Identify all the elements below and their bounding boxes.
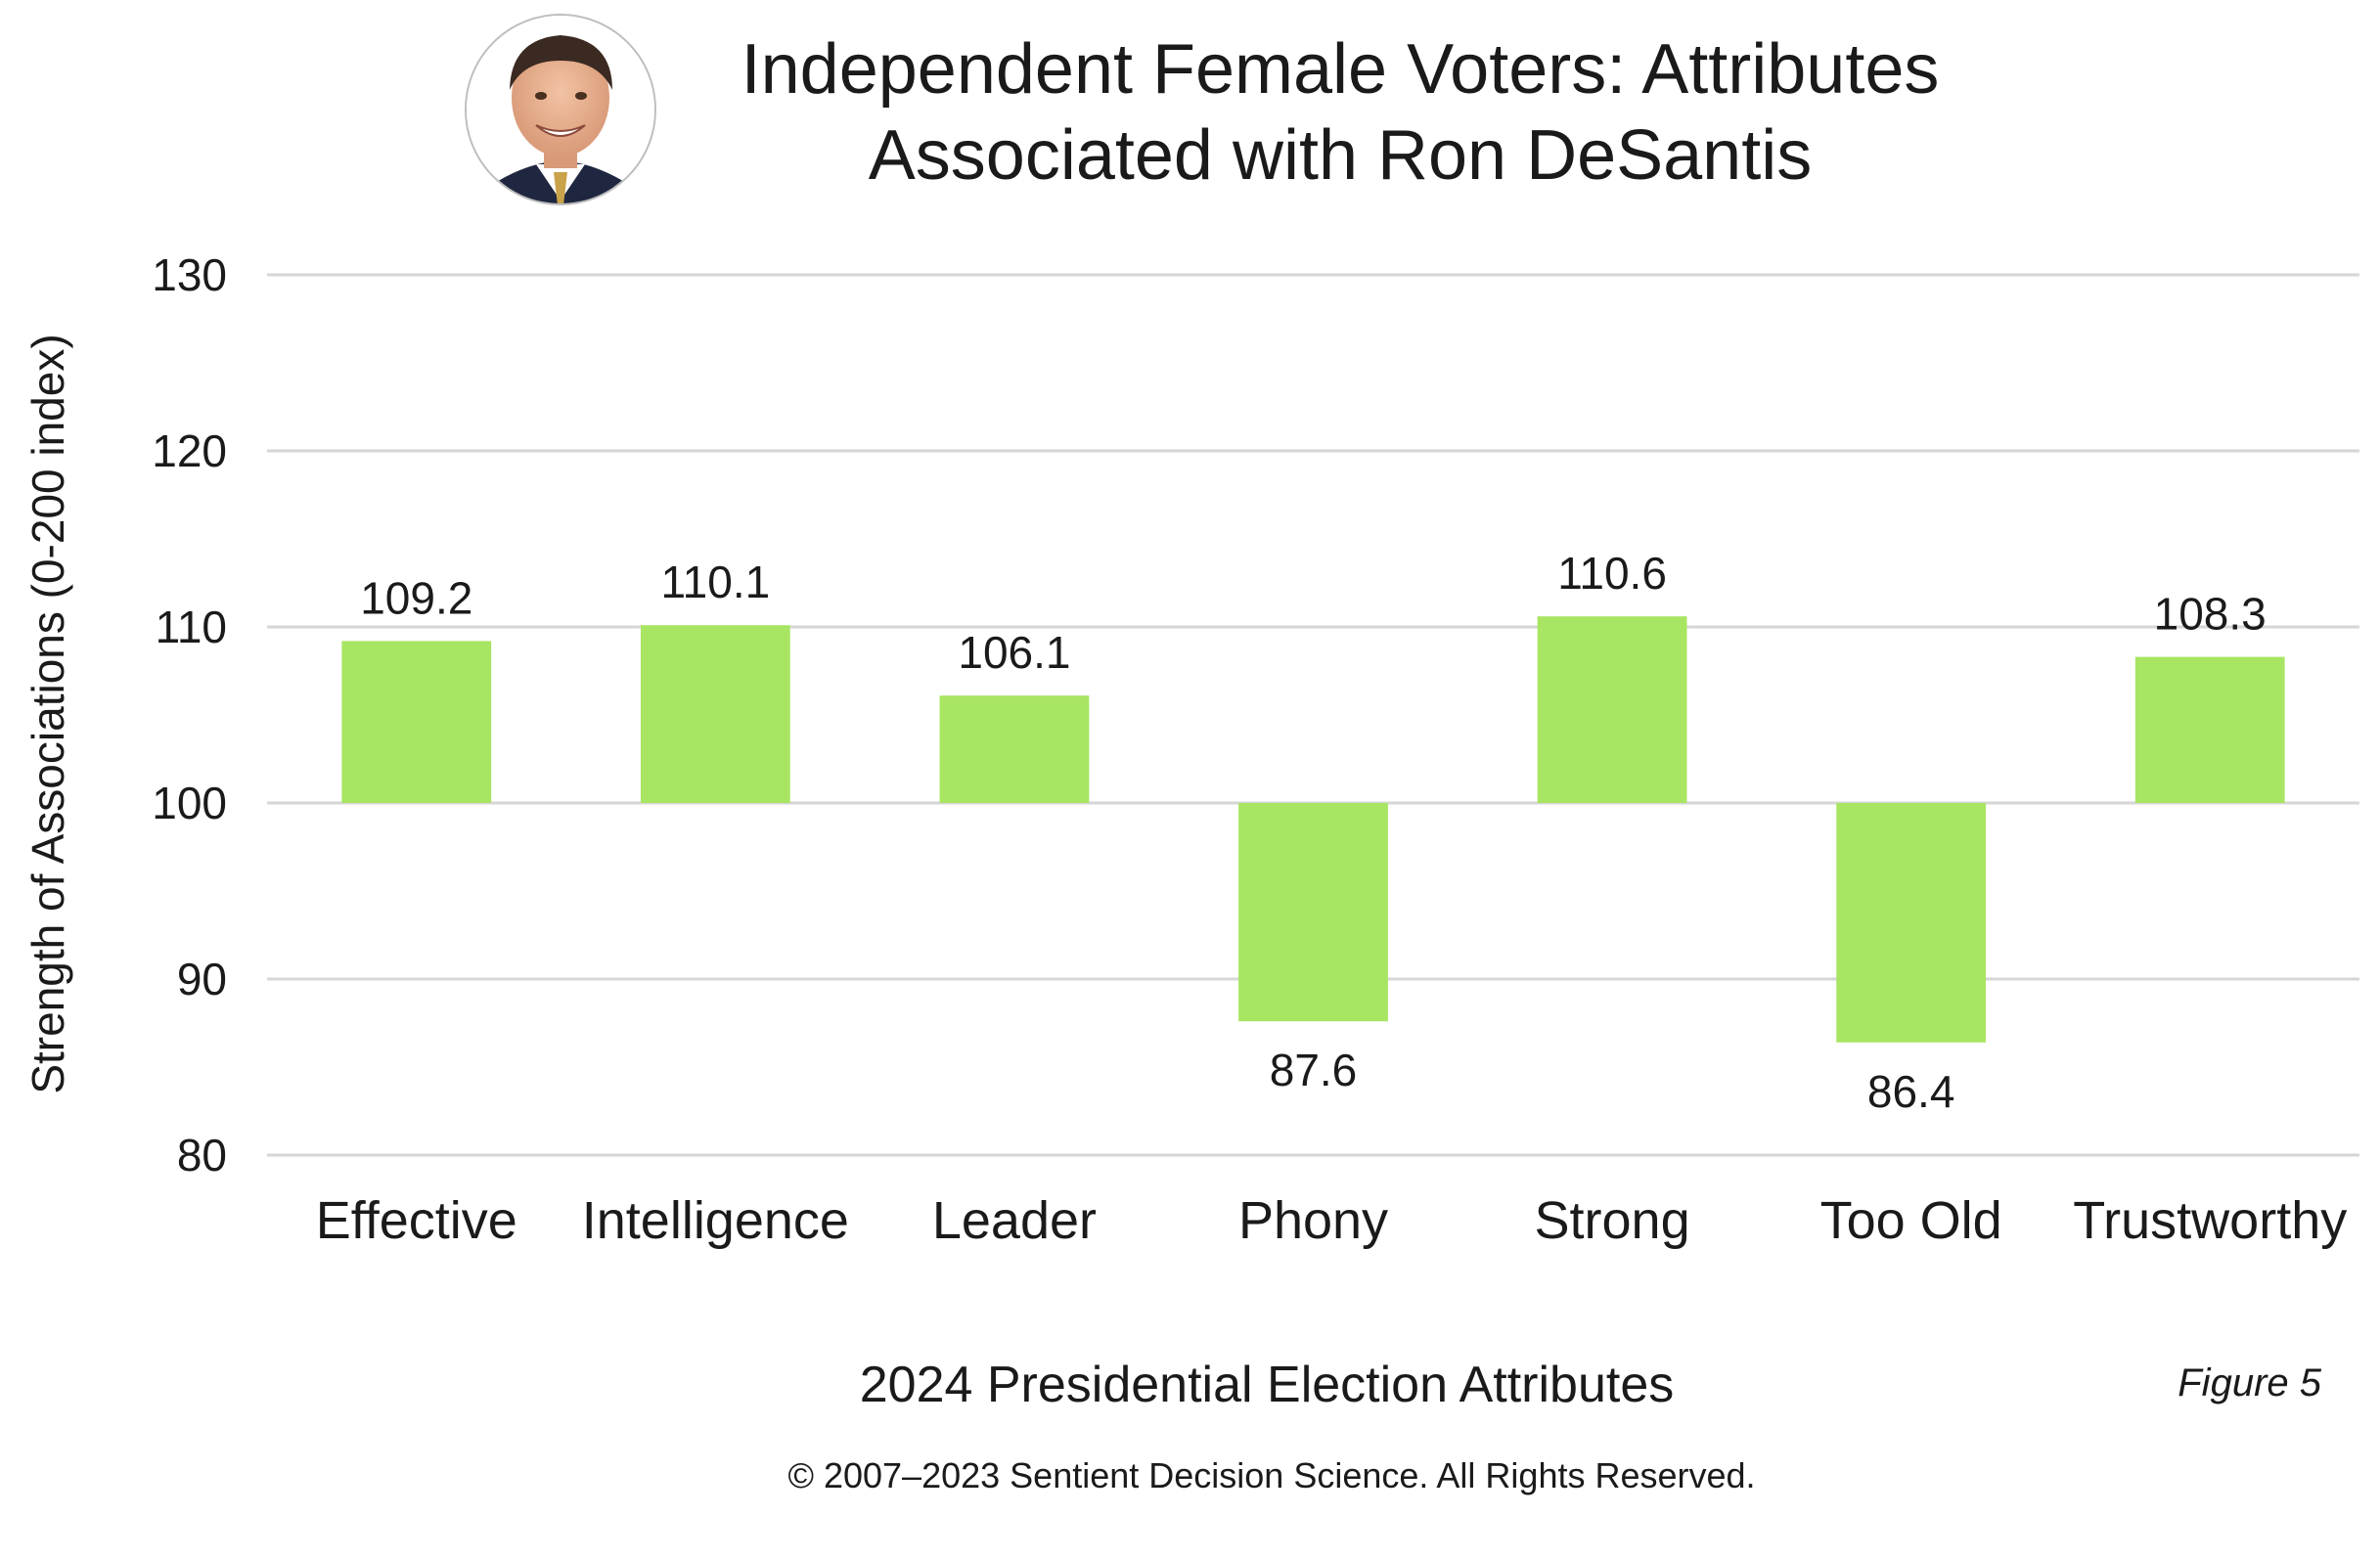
data-label: 109.2 [360,572,472,623]
data-label: 108.3 [2154,589,2267,640]
bar-strong [1537,616,1687,803]
figure-note: Figure 5 [2178,1361,2321,1404]
chart-title-line-2: Associated with Ron DeSantis [869,116,1812,195]
y-tick-label: 90 [177,954,227,1004]
data-label: 86.4 [1867,1066,1955,1117]
x-axis-title: 2024 Presidential Election Attributes [860,1357,1675,1413]
bar-intelligence [640,625,790,803]
bar-trustworthy [2134,656,2285,803]
x-category-label: Trustworthy [2073,1191,2347,1250]
bar-leader [939,695,1090,803]
data-label: 110.1 [661,557,771,607]
x-category-label: Effective [316,1191,517,1250]
data-label: 87.6 [1270,1045,1358,1095]
x-axis-categories: Effective Intelligence Leader Phony Strong To… [316,1191,2348,1250]
candidate-portrait [465,14,656,205]
y-tick-label: 80 [177,1130,227,1181]
data-label: 110.6 [1557,548,1667,599]
x-category-label: Phony [1238,1191,1388,1250]
copyright-notice: © 2007–2023 Sentient Decision Science. A… [787,1455,1755,1495]
x-category-label: Strong [1535,1191,1690,1250]
y-tick-label: 110 [156,602,227,652]
x-category-label: Leader [932,1191,1097,1250]
data-label: 106.1 [958,627,1070,678]
bar-too-old [1836,803,1987,1043]
gridlines [267,273,2359,1157]
y-axis-title: Strength of Associations (0-200 index) [22,334,73,1093]
x-category-label: Intelligence [582,1191,849,1250]
bar-phony [1238,803,1388,1022]
bars [341,616,2285,1043]
data-labels: 109.2 110.1 106.1 87.6 110.6 86.4 108.3 [360,548,2267,1117]
chart-title-line-1: Independent Female Voters: Attributes [741,30,1940,109]
bar-effective [341,641,492,803]
y-axis-ticks: 80 90 100 110 120 130 [152,249,227,1181]
y-tick-label: 100 [152,778,227,828]
x-category-label: Too Old [1820,1191,2002,1250]
y-tick-label: 120 [152,425,227,476]
y-tick-label: 130 [152,249,227,300]
